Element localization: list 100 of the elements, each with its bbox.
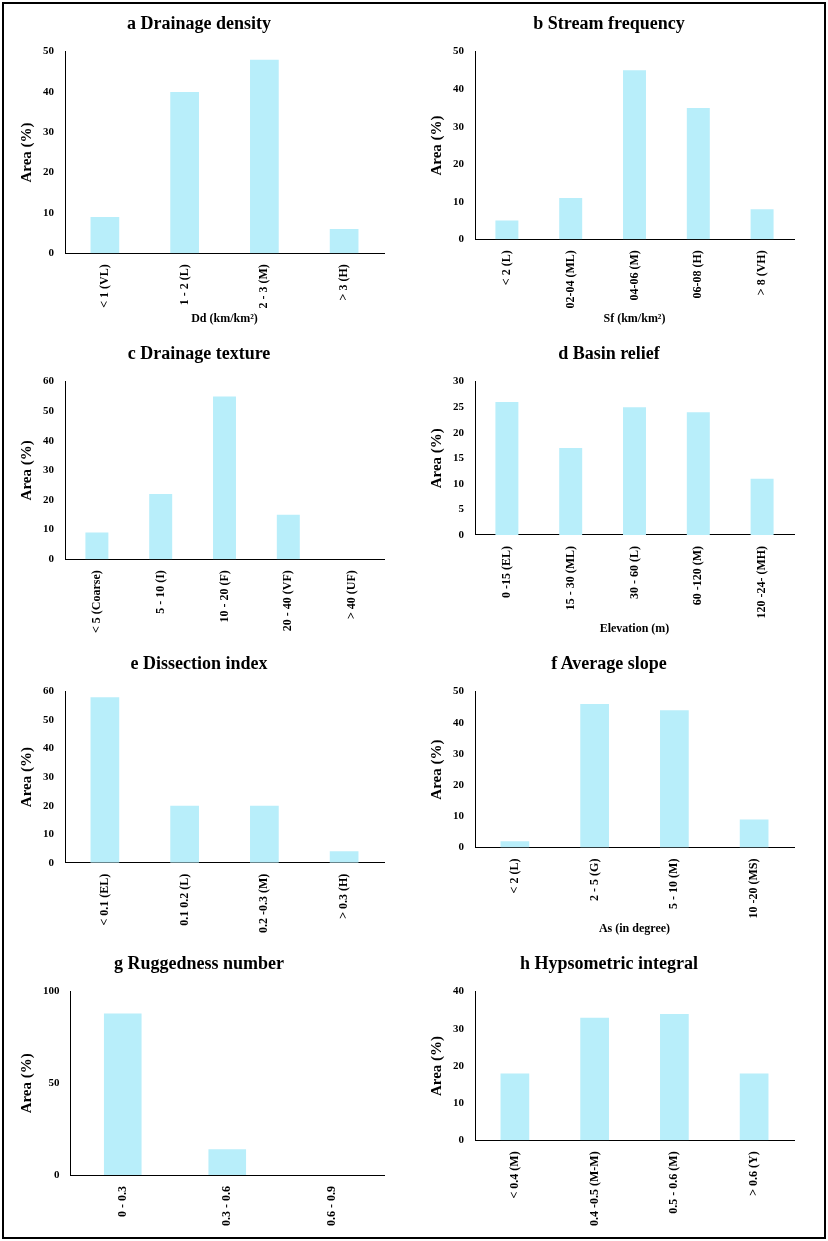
y-tick-label: 40	[43, 741, 55, 754]
bar	[660, 710, 689, 848]
bar	[686, 107, 710, 240]
bar	[276, 514, 300, 560]
x-tick-label: 15 - 30 (ML)	[562, 545, 577, 611]
y-tick-label: 50	[453, 44, 465, 57]
y-tick-label: 40	[453, 715, 465, 728]
bar	[580, 1017, 609, 1141]
x-tick-label: 0.2 -0.3 (M)	[256, 873, 271, 934]
y-tick-label: 10	[43, 205, 55, 218]
y-axis-title: Area (%)	[17, 440, 35, 501]
y-tick-label: 40	[453, 81, 465, 94]
y-tick-label: 25	[453, 400, 465, 412]
chart-title: b Stream frequency	[533, 13, 685, 34]
y-tick-label: 30	[453, 374, 465, 387]
y-tick-label: 100	[43, 984, 60, 997]
y-tick-label: 20	[453, 778, 465, 791]
x-tick-label: 0.4 -0.5 (M-M)	[586, 1151, 601, 1226]
bar	[85, 532, 109, 560]
bar	[559, 448, 583, 535]
y-tick-label: 30	[43, 125, 55, 138]
y-axis-title: Area (%)	[17, 747, 35, 808]
y-axis-title: Area (%)	[427, 115, 445, 176]
bar	[329, 229, 359, 254]
y-tick-label: 30	[453, 119, 465, 132]
y-tick-label: 60	[43, 684, 55, 697]
y-tick-label: 10	[453, 194, 465, 207]
y-tick-label: 15	[453, 451, 465, 464]
bar	[170, 805, 199, 863]
x-tick-label: 10 - 20 (F)	[216, 570, 231, 623]
bar	[623, 70, 646, 240]
x-tick-label: 30 - 60 (L)	[626, 545, 641, 599]
x-tick-label: > 0.6 (Y)	[746, 1151, 761, 1196]
y-tick-label: 30	[43, 769, 55, 782]
y-tick-label: 5	[458, 502, 465, 515]
bar	[90, 697, 120, 863]
chart-title: c Drainage texture	[127, 343, 271, 364]
x-axis-title: Elevation (m)	[599, 620, 670, 635]
y-tick-label: 20	[453, 425, 465, 438]
x-tick-label: 0 - 0.3	[114, 1186, 129, 1217]
x-tick-label: < 1 (VL)	[96, 264, 111, 308]
x-tick-label: < 0.1 (EL)	[96, 873, 111, 926]
y-tick-label: 0	[48, 246, 55, 259]
y-tick-label: 0	[458, 1133, 465, 1146]
y-tick-label: 20	[43, 492, 55, 505]
bar	[739, 1073, 769, 1141]
chart-title: a Drainage density	[127, 13, 271, 34]
x-tick-label: 06-08 (H)	[690, 250, 705, 299]
y-tick-label: 60	[43, 374, 55, 387]
bar	[250, 59, 279, 254]
x-tick-label: > 0.3 (H)	[336, 873, 351, 919]
bar	[660, 1013, 689, 1141]
x-tick-label: < 2 (L)	[506, 858, 521, 894]
chart-title: h Hypsometric integral	[520, 953, 698, 974]
y-tick-label: 10	[43, 522, 55, 535]
bar	[170, 91, 199, 254]
x-axis-title: As (in degree)	[598, 920, 671, 935]
bar	[500, 1073, 530, 1141]
bar	[559, 197, 583, 240]
chart-title: e Dissection index	[130, 653, 268, 674]
bar	[495, 220, 519, 240]
y-tick-label: 0	[48, 855, 55, 868]
y-axis-title: Area (%)	[427, 1035, 445, 1097]
y-tick-label: 0	[458, 232, 465, 245]
y-tick-label: 50	[43, 712, 55, 725]
y-tick-label: 10	[453, 476, 465, 489]
y-tick-label: 40	[43, 84, 55, 97]
bar	[739, 819, 769, 848]
bar	[149, 494, 173, 560]
y-axis-title: Area (%)	[17, 122, 35, 183]
chart-title: f Average slope	[551, 653, 667, 674]
y-tick-label: 20	[453, 1058, 465, 1071]
x-tick-label: 0.3 - 0.6	[219, 1186, 234, 1226]
chart-title: g Ruggedness number	[113, 953, 285, 974]
bar	[90, 216, 120, 254]
y-tick-label: 0	[458, 840, 465, 853]
y-tick-label: 50	[43, 44, 55, 57]
x-tick-label: 2 - 5 (G)	[586, 858, 601, 901]
y-tick-label: 20	[43, 798, 55, 811]
y-axis-title: Area (%)	[427, 739, 445, 800]
x-axis-title: Sf (km/km²)	[603, 310, 666, 325]
y-tick-label: 0	[458, 527, 465, 540]
y-tick-label: 10	[43, 827, 55, 840]
x-tick-label: 0.5 - 0.6 (M)	[666, 1151, 681, 1214]
bar	[495, 402, 519, 535]
x-tick-label: 60 -120 (M)	[690, 545, 705, 606]
x-tick-label: 0 -15 (EL)	[498, 545, 513, 598]
x-tick-label: 2 - 3 (M)	[256, 264, 271, 309]
x-tick-label: 0.1 0.2 (L)	[176, 873, 191, 926]
bar	[500, 841, 530, 848]
x-tick-label: 20 - 40 (VF)	[280, 570, 295, 632]
x-tick-label: < 5 (Coarse)	[88, 570, 103, 634]
y-tick-label: 40	[453, 984, 465, 997]
x-axis-title: Dd (km/km²)	[191, 310, 258, 325]
y-tick-label: 30	[43, 463, 55, 476]
bar	[750, 209, 774, 240]
y-tick-label: 30	[453, 746, 465, 759]
y-tick-label: 50	[453, 684, 465, 697]
bar	[329, 851, 359, 863]
x-tick-label: > 3 (H)	[336, 264, 351, 301]
